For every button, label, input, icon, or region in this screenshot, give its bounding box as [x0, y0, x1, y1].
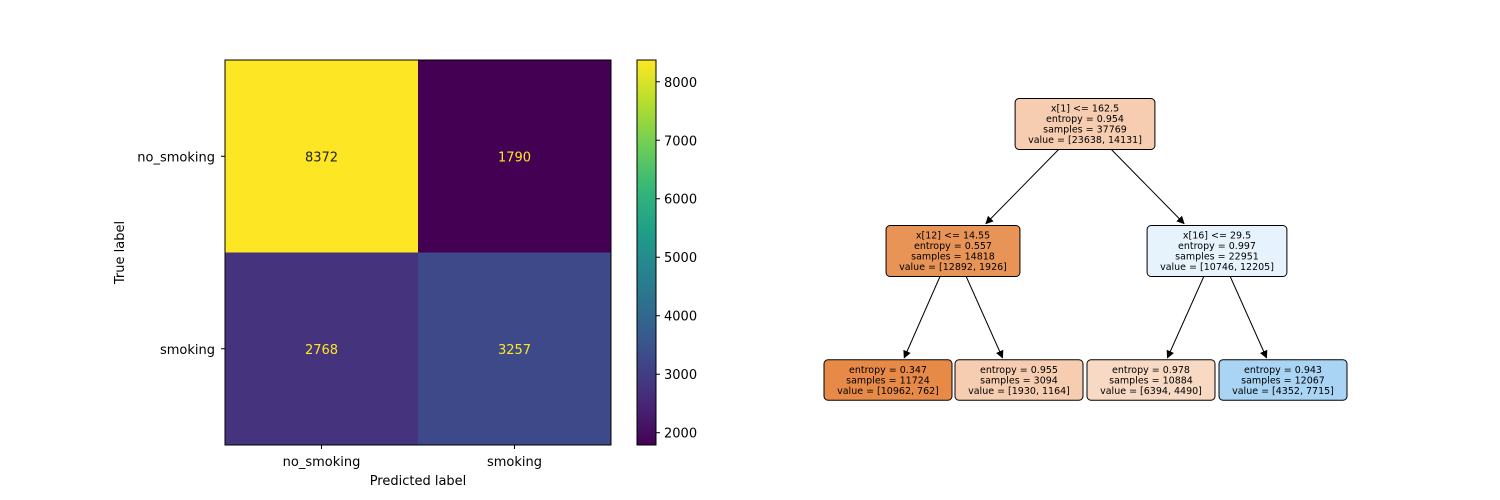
tree-node-text: samples = 11724: [846, 375, 930, 386]
tree-node-text: entropy = 0.557: [914, 241, 992, 252]
tree-edge: [903, 276, 941, 359]
colorbar-tick-label: 6000: [664, 193, 697, 208]
tree-node-text: value = [23638, 14131]: [1028, 135, 1142, 146]
colorbar-gradient: [636, 59, 657, 446]
tree-node-text: value = [1930, 1164]: [968, 386, 1070, 397]
tree-node-text: entropy = 0.955: [980, 365, 1058, 376]
tree-node-text: x[16] <= 29.5: [1183, 231, 1251, 242]
tree-node-text: samples = 10884: [1109, 375, 1193, 386]
heatmap-cell: [225, 252, 419, 446]
tree-node-box: [1086, 359, 1216, 401]
tree-node-text: entropy = 0.347: [849, 365, 927, 376]
axes-frame: [224, 59, 612, 446]
tree-node-text: value = [10962, 762]: [837, 386, 939, 397]
colorbar-tick-label: 3000: [664, 368, 697, 383]
tree-node-box: [954, 359, 1084, 401]
tree-node-text: samples = 3094: [980, 375, 1058, 386]
tree-node-text: samples = 14818: [911, 252, 995, 263]
y-axis-label: True label: [113, 221, 128, 285]
tree-node-text: x[12] <= 14.55: [916, 231, 990, 242]
tree-node-text: value = [6394, 4490]: [1100, 386, 1202, 397]
tree-node-text: samples = 37769: [1043, 125, 1127, 136]
colorbar-tick-label: 8000: [664, 76, 697, 91]
tree-node-box: [1146, 225, 1288, 277]
tree-node-box: [823, 359, 953, 401]
cell-value-label: 8372: [305, 150, 338, 165]
x-tick-label: smoking: [487, 455, 542, 470]
colorbar: 2000 3000 4000 5000 6000 7000 8000: [636, 59, 697, 446]
tree-node-text: value = [4352, 7715]: [1232, 386, 1334, 397]
x-tick-label: no_smoking: [283, 455, 361, 470]
heatmap-cell: [418, 60, 612, 253]
tree-edge: [985, 149, 1059, 225]
tree-node-text: entropy = 0.954: [1046, 114, 1124, 125]
tree-node-text: entropy = 0.978: [1112, 365, 1190, 376]
heatmap-cell: [418, 252, 612, 446]
tree-node-text: samples = 12067: [1241, 375, 1325, 386]
tree-edge: [965, 276, 1004, 359]
tree-node-text: samples = 22951: [1175, 252, 1259, 263]
tree-edge: [1229, 276, 1268, 359]
tree-node-box: [1014, 98, 1156, 150]
colorbar-tick-label: 7000: [664, 134, 697, 149]
colorbar-tick-label: 4000: [664, 310, 697, 325]
tree-node-box: [885, 225, 1021, 277]
tree-node-text: x[1] <= 162.5: [1051, 104, 1119, 115]
cell-value-label: 1790: [498, 150, 531, 165]
cell-value-label: 2768: [305, 343, 338, 358]
tree-node-text: value = [12892, 1926]: [899, 262, 1007, 273]
cell-value-label: 3257: [498, 343, 531, 358]
tree-edge: [1111, 149, 1185, 225]
x-axis-label: Predicted label: [370, 474, 467, 489]
tree-node-text: entropy = 0.943: [1244, 365, 1322, 376]
y-tick-label: smoking: [160, 343, 215, 358]
tree-node-box: [1218, 359, 1348, 401]
colorbar-tick-label: 2000: [664, 427, 697, 442]
y-tick-label: no_smoking: [137, 150, 215, 165]
tree-edge: [1166, 276, 1205, 359]
colorbar-tick-label: 5000: [664, 251, 697, 266]
tree-node-text: value = [10746, 12205]: [1160, 262, 1274, 273]
tree-node-text: entropy = 0.997: [1178, 241, 1256, 252]
heatmap-cell: [225, 60, 419, 253]
